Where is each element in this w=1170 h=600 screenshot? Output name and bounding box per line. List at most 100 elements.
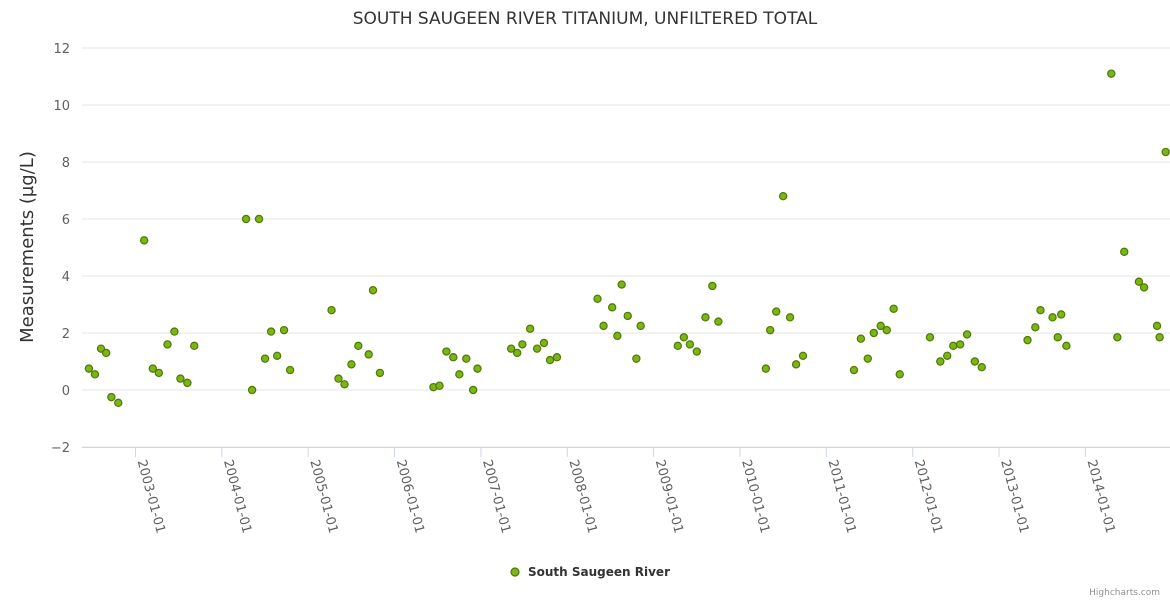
data-point[interactable] (272, 351, 282, 360)
data-point[interactable] (435, 381, 444, 390)
data-point[interactable] (254, 214, 264, 224)
data-point[interactable] (785, 313, 795, 322)
data-point[interactable] (139, 236, 149, 245)
data-point[interactable] (334, 374, 343, 383)
data-point[interactable] (84, 364, 94, 373)
data-point[interactable] (247, 385, 257, 395)
data-point[interactable] (1120, 247, 1129, 256)
data-point[interactable] (679, 333, 689, 342)
data-point[interactable] (673, 341, 683, 351)
data-point[interactable] (1161, 147, 1170, 157)
data-point[interactable] (1023, 335, 1032, 345)
data-point[interactable] (1036, 306, 1045, 315)
data-point[interactable] (869, 328, 879, 338)
data-point[interactable] (1152, 321, 1162, 331)
data-point[interactable] (617, 280, 626, 289)
data-point[interactable] (613, 331, 622, 341)
data-point[interactable] (354, 341, 363, 351)
data-point[interactable] (636, 321, 645, 331)
legend-label[interactable]: South Saugeen River (528, 565, 670, 579)
data-point[interactable] (101, 348, 111, 358)
data-point[interactable] (977, 363, 986, 372)
data-point[interactable] (285, 365, 295, 375)
data-point[interactable] (347, 360, 356, 369)
data-point[interactable] (455, 370, 464, 379)
data-point[interactable] (708, 281, 717, 291)
data-point[interactable] (761, 364, 771, 373)
data-point[interactable] (539, 338, 549, 348)
data-point[interactable] (163, 340, 172, 349)
data-point[interactable] (473, 364, 482, 373)
data-point[interactable] (778, 191, 788, 201)
data-point[interactable] (513, 348, 522, 358)
data-point[interactable] (882, 325, 891, 335)
data-point[interactable] (856, 334, 866, 343)
data-point[interactable] (1056, 310, 1066, 319)
data-point[interactable] (241, 214, 251, 224)
data-point[interactable] (368, 286, 378, 295)
data-point[interactable] (1155, 333, 1164, 342)
data-point[interactable] (714, 317, 723, 326)
data-point[interactable] (623, 311, 632, 321)
data-point[interactable] (1031, 323, 1040, 332)
data-point[interactable] (266, 327, 276, 336)
data-point[interactable] (970, 357, 980, 366)
data-point[interactable] (327, 306, 336, 315)
data-point[interactable] (364, 350, 373, 359)
data-point[interactable] (889, 304, 898, 313)
data-point[interactable] (593, 294, 602, 303)
data-point[interactable] (949, 341, 958, 351)
data-point[interactable] (895, 370, 904, 379)
data-point[interactable] (449, 353, 458, 362)
credits[interactable]: Highcharts.com (1089, 588, 1160, 598)
scatter-points[interactable] (84, 69, 1170, 408)
data-point[interactable] (545, 355, 555, 365)
data-point[interactable] (183, 378, 192, 388)
data-point[interactable] (1139, 283, 1149, 292)
data-point[interactable] (876, 321, 885, 331)
data-point[interactable] (607, 303, 617, 312)
data-point[interactable] (925, 333, 935, 342)
data-point[interactable] (340, 380, 349, 389)
data-point[interactable] (190, 341, 199, 351)
data-point[interactable] (506, 344, 516, 353)
data-point[interactable] (766, 325, 775, 335)
data-point[interactable] (701, 313, 710, 322)
data-point[interactable] (114, 398, 123, 408)
data-point[interactable] (1113, 333, 1122, 342)
data-point[interactable] (170, 327, 179, 336)
data-point[interactable] (552, 353, 562, 362)
data-point[interactable] (632, 354, 641, 363)
data-point[interactable] (518, 340, 527, 349)
data-point[interactable] (798, 351, 808, 360)
data-point[interactable] (791, 360, 801, 369)
data-point[interactable] (955, 340, 965, 349)
data-point[interactable] (943, 351, 952, 360)
data-point[interactable] (772, 307, 781, 316)
data-point[interactable] (468, 385, 478, 395)
data-point[interactable] (176, 374, 185, 383)
data-point[interactable] (849, 365, 859, 375)
data-point[interactable] (279, 325, 289, 335)
data-point[interactable] (107, 392, 116, 402)
data-point[interactable] (1134, 277, 1144, 286)
data-point[interactable] (525, 324, 535, 333)
data-point[interactable] (90, 370, 100, 379)
data-point[interactable] (532, 344, 542, 353)
data-point[interactable] (599, 321, 608, 331)
data-point[interactable] (692, 347, 702, 356)
data-point[interactable] (260, 354, 270, 363)
data-point[interactable] (1048, 313, 1057, 322)
data-point[interactable] (863, 354, 872, 363)
data-point[interactable] (375, 368, 385, 378)
data-point[interactable] (442, 347, 451, 356)
data-point[interactable] (685, 340, 695, 349)
data-point[interactable] (148, 364, 158, 373)
data-point[interactable] (962, 330, 972, 339)
data-point[interactable] (1053, 333, 1062, 342)
data-point[interactable] (154, 368, 164, 378)
data-point[interactable] (1062, 341, 1071, 351)
data-point[interactable] (936, 357, 945, 366)
data-point[interactable] (1107, 69, 1116, 78)
data-point[interactable] (462, 354, 471, 363)
